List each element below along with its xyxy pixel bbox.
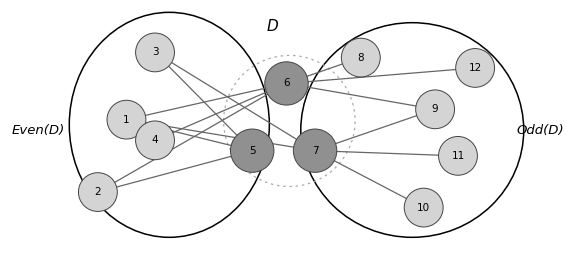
Text: 1: 1 <box>123 115 129 125</box>
Ellipse shape <box>342 38 380 77</box>
Ellipse shape <box>136 33 174 72</box>
Text: 5: 5 <box>249 146 256 156</box>
Text: 11: 11 <box>452 151 465 161</box>
Ellipse shape <box>107 100 146 139</box>
Ellipse shape <box>293 129 337 172</box>
Text: D: D <box>266 19 278 34</box>
Text: 7: 7 <box>312 146 319 156</box>
Ellipse shape <box>405 188 443 227</box>
Text: 10: 10 <box>417 203 430 213</box>
Text: 9: 9 <box>432 104 438 114</box>
Text: Even(D): Even(D) <box>12 124 65 136</box>
Text: 12: 12 <box>469 63 482 73</box>
Ellipse shape <box>415 90 454 129</box>
Ellipse shape <box>456 49 494 87</box>
Ellipse shape <box>230 129 274 172</box>
Text: 3: 3 <box>152 47 158 57</box>
Text: 4: 4 <box>152 135 158 145</box>
Ellipse shape <box>438 136 477 175</box>
Ellipse shape <box>265 62 308 105</box>
Ellipse shape <box>136 121 174 160</box>
Text: 6: 6 <box>283 79 290 88</box>
Text: Odd(D): Odd(D) <box>516 124 564 136</box>
Ellipse shape <box>79 173 117 211</box>
Text: 8: 8 <box>358 53 364 63</box>
Text: 2: 2 <box>95 187 101 197</box>
